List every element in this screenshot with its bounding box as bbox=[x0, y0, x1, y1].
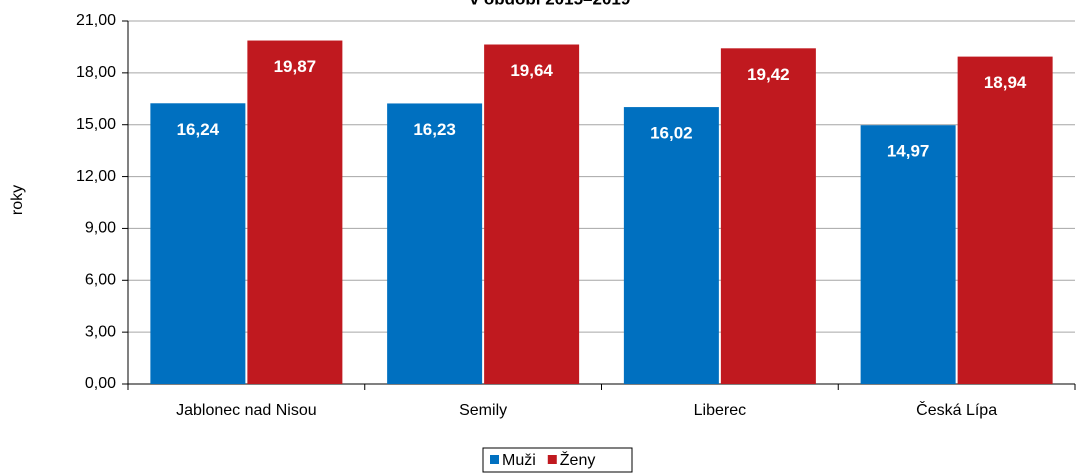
legend-box bbox=[482, 447, 633, 473]
x-tick-label: Semily bbox=[459, 402, 507, 419]
bar bbox=[860, 125, 956, 385]
x-tick-label: Liberec bbox=[694, 402, 746, 419]
bar bbox=[957, 56, 1053, 384]
x-tick-label: Česká Lípa bbox=[916, 400, 997, 419]
bar bbox=[150, 103, 246, 384]
y-tick-label: 15,00 bbox=[76, 116, 116, 133]
data-label: 19,87 bbox=[274, 57, 317, 76]
data-label: 19,42 bbox=[747, 65, 790, 84]
bar bbox=[623, 107, 719, 384]
bar bbox=[387, 103, 483, 385]
legend-label: Muži bbox=[502, 452, 536, 469]
bar bbox=[484, 44, 580, 384]
bar bbox=[247, 40, 343, 384]
legend-swatch bbox=[490, 455, 499, 464]
bar bbox=[720, 48, 816, 384]
y-tick-label: 3,00 bbox=[85, 323, 116, 340]
y-axis-label: roky bbox=[9, 185, 26, 215]
data-label: 16,02 bbox=[650, 124, 693, 143]
legend-swatch bbox=[547, 455, 557, 464]
y-tick-label: 0,00 bbox=[85, 375, 116, 392]
y-tick-label: 21,00 bbox=[76, 12, 116, 29]
data-label: 19,64 bbox=[510, 61, 553, 80]
data-label: 14,97 bbox=[887, 142, 930, 161]
y-tick-label: 12,00 bbox=[76, 168, 116, 185]
legend-label: Ženy bbox=[560, 450, 596, 469]
data-label: 18,94 bbox=[984, 73, 1027, 92]
y-tick-label: 6,00 bbox=[85, 272, 116, 289]
y-tick-label: 9,00 bbox=[85, 220, 116, 237]
x-tick-label: Jablonec nad Nisou bbox=[176, 402, 317, 419]
chart-title: v období 2015–2019 bbox=[470, 0, 631, 8]
data-label: 16,24 bbox=[177, 120, 220, 139]
data-label: 16,23 bbox=[413, 120, 456, 139]
y-tick-label: 18,00 bbox=[76, 64, 116, 81]
